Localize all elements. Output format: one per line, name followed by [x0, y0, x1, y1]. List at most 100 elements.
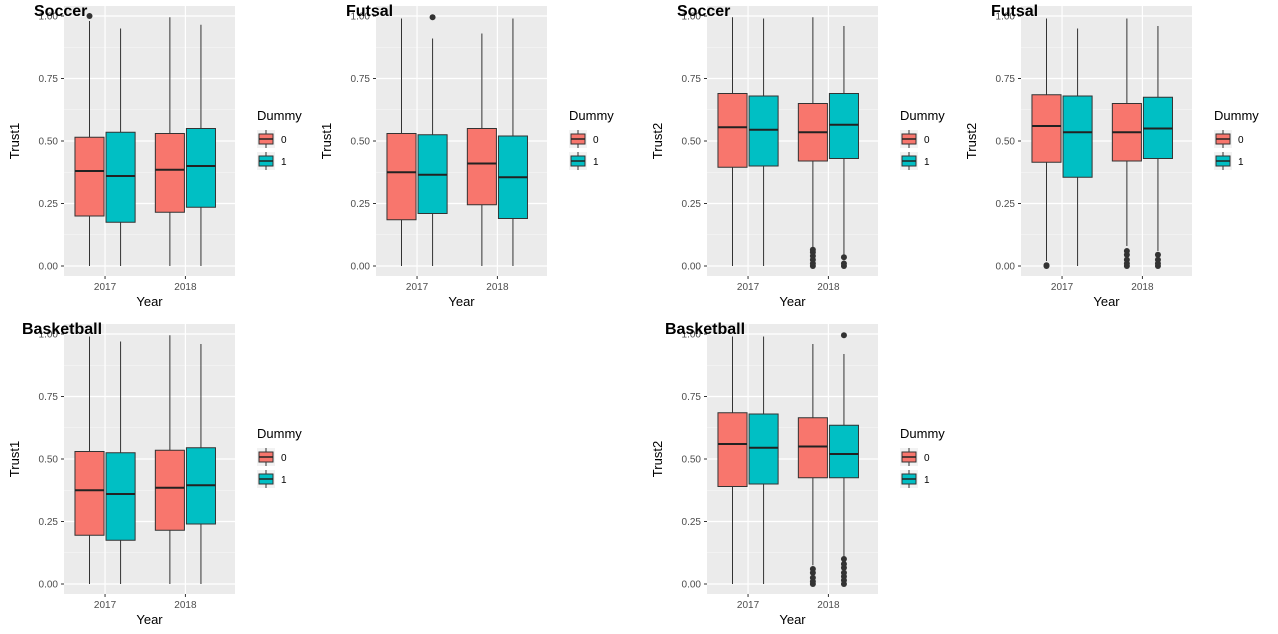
- legend-key-0: 0: [1214, 130, 1244, 148]
- y-tick-label: 0.25: [39, 199, 59, 210]
- x-tick-label: 2018: [817, 600, 840, 611]
- chart-panel-2: 0.00 0.25 0.50 0.75 1.00 2017 2018 Futsal Year Tr…: [319, 3, 614, 309]
- y-tick-label: 0.75: [39, 74, 59, 85]
- x-tick-label: 2017: [94, 282, 117, 293]
- legend: Dummy 0 1: [1214, 108, 1259, 170]
- y-tick-label: 0.25: [39, 517, 59, 528]
- legend: Dummy 0 1: [900, 108, 945, 170]
- x-tick-label: 2018: [817, 282, 840, 293]
- legend-title: Dummy: [1214, 108, 1259, 123]
- x-axis-title: Year: [448, 294, 475, 309]
- outlier-point: [1155, 252, 1161, 258]
- legend: Dummy 0 1: [569, 108, 614, 170]
- y-axis-title: Trust2: [964, 123, 979, 159]
- box-body: [749, 96, 778, 166]
- outlier-point: [810, 566, 816, 572]
- legend-label: 1: [593, 157, 599, 168]
- y-tick-label: 0.00: [39, 580, 59, 591]
- outlier-point: [1044, 262, 1050, 268]
- x-axis-title: Year: [136, 612, 163, 627]
- x-axis-title: Year: [136, 294, 163, 309]
- legend-key-1: 1: [900, 470, 930, 488]
- x-tick-label: 2018: [174, 600, 197, 611]
- y-axis-title: Trust2: [650, 123, 665, 159]
- x-tick-label: 2018: [174, 282, 197, 293]
- box-body: [155, 450, 184, 530]
- legend-title: Dummy: [900, 426, 945, 441]
- panel-title: Basketball: [665, 321, 745, 338]
- legend-title: Dummy: [257, 108, 302, 123]
- legend-label: 1: [1238, 157, 1244, 168]
- y-tick-label: 0.00: [682, 262, 702, 273]
- outlier-point: [810, 247, 816, 253]
- y-tick-label: 0.50: [351, 137, 371, 148]
- chart-panel-6: 0.000.250.500.751.002017 2018BasketballYe…: [650, 321, 945, 627]
- legend-key-0: 0: [900, 448, 930, 466]
- chart-panel-5: 0.000.250.500.751.002017 2018BasketballYe…: [7, 321, 302, 627]
- x-tick-label: 2018: [1131, 282, 1154, 293]
- legend-title: Dummy: [569, 108, 614, 123]
- legend-key-1: 1: [569, 152, 599, 170]
- legend-label: 1: [924, 157, 930, 168]
- x-axis-title: Year: [1093, 294, 1120, 309]
- panel-title: Basketball: [22, 321, 102, 338]
- outlier-point: [1124, 248, 1130, 254]
- y-tick-label: 0.75: [351, 74, 371, 85]
- outlier-point: [841, 332, 847, 338]
- y-tick-label: 0.50: [39, 137, 59, 148]
- y-tick-label: 0.50: [39, 455, 59, 466]
- legend-key-1: 1: [257, 152, 287, 170]
- chart-panel-4: 0.000.250.500.751.002017 2018FutsalYearTr…: [964, 3, 1259, 309]
- outlier-point: [430, 14, 436, 20]
- y-tick-label: 0.50: [682, 137, 702, 148]
- y-tick-label: 0.00: [351, 262, 371, 273]
- outlier-point: [87, 13, 93, 19]
- box-body: [75, 452, 104, 536]
- legend-label: 0: [281, 453, 287, 464]
- box-body: [106, 132, 135, 222]
- x-tick-label: 2017: [94, 600, 117, 611]
- box-body: [798, 418, 827, 478]
- y-axis-title: Trust1: [7, 123, 22, 159]
- y-tick-label: 0.00: [682, 580, 702, 591]
- legend: Dummy 0 1: [257, 426, 302, 488]
- legend-key-0: 0: [257, 448, 287, 466]
- legend-key-1: 1: [257, 470, 287, 488]
- legend-key-1: 1: [900, 152, 930, 170]
- y-tick-label: 0.75: [682, 392, 702, 403]
- x-tick-label: 2018: [486, 282, 509, 293]
- box-body: [467, 129, 496, 205]
- box-body: [75, 137, 104, 216]
- x-tick-label: 2017: [406, 282, 429, 293]
- y-tick-label: 0.00: [996, 262, 1016, 273]
- box-body: [749, 414, 778, 484]
- y-tick-label: 0.75: [996, 74, 1016, 85]
- legend-key-0: 0: [257, 130, 287, 148]
- y-tick-label: 0.00: [39, 262, 59, 273]
- chart-panel-1: 0.00 0.25 0.50 0.75 1.00 2017 2018 Soccer Year Tr…: [7, 3, 302, 309]
- y-axis-title: Trust1: [319, 123, 334, 159]
- panel-title: Soccer: [677, 3, 730, 20]
- legend-label: 0: [924, 135, 930, 146]
- outlier-point: [841, 254, 847, 260]
- box-body: [718, 413, 747, 487]
- y-tick-label: 0.25: [996, 199, 1016, 210]
- y-tick-label: 0.25: [682, 199, 702, 210]
- y-tick-label: 0.25: [682, 517, 702, 528]
- legend-key-0: 0: [569, 130, 599, 148]
- panel-title: Futsal: [991, 3, 1038, 20]
- legend-key-0: 0: [900, 130, 930, 148]
- legend-label: 0: [593, 135, 599, 146]
- y-tick-label: 0.50: [996, 137, 1016, 148]
- y-tick-label: 0.50: [682, 455, 702, 466]
- box-body: [1032, 95, 1061, 163]
- legend-key-1: 1: [1214, 152, 1244, 170]
- x-axis-title: Year: [779, 612, 806, 627]
- y-axis-title: Trust1: [7, 441, 22, 477]
- legend-label: 0: [1238, 135, 1244, 146]
- outlier-point: [841, 261, 847, 267]
- x-tick-label: 2017: [737, 282, 760, 293]
- y-tick-label: 0.25: [351, 199, 371, 210]
- y-tick-label: 0.75: [39, 392, 59, 403]
